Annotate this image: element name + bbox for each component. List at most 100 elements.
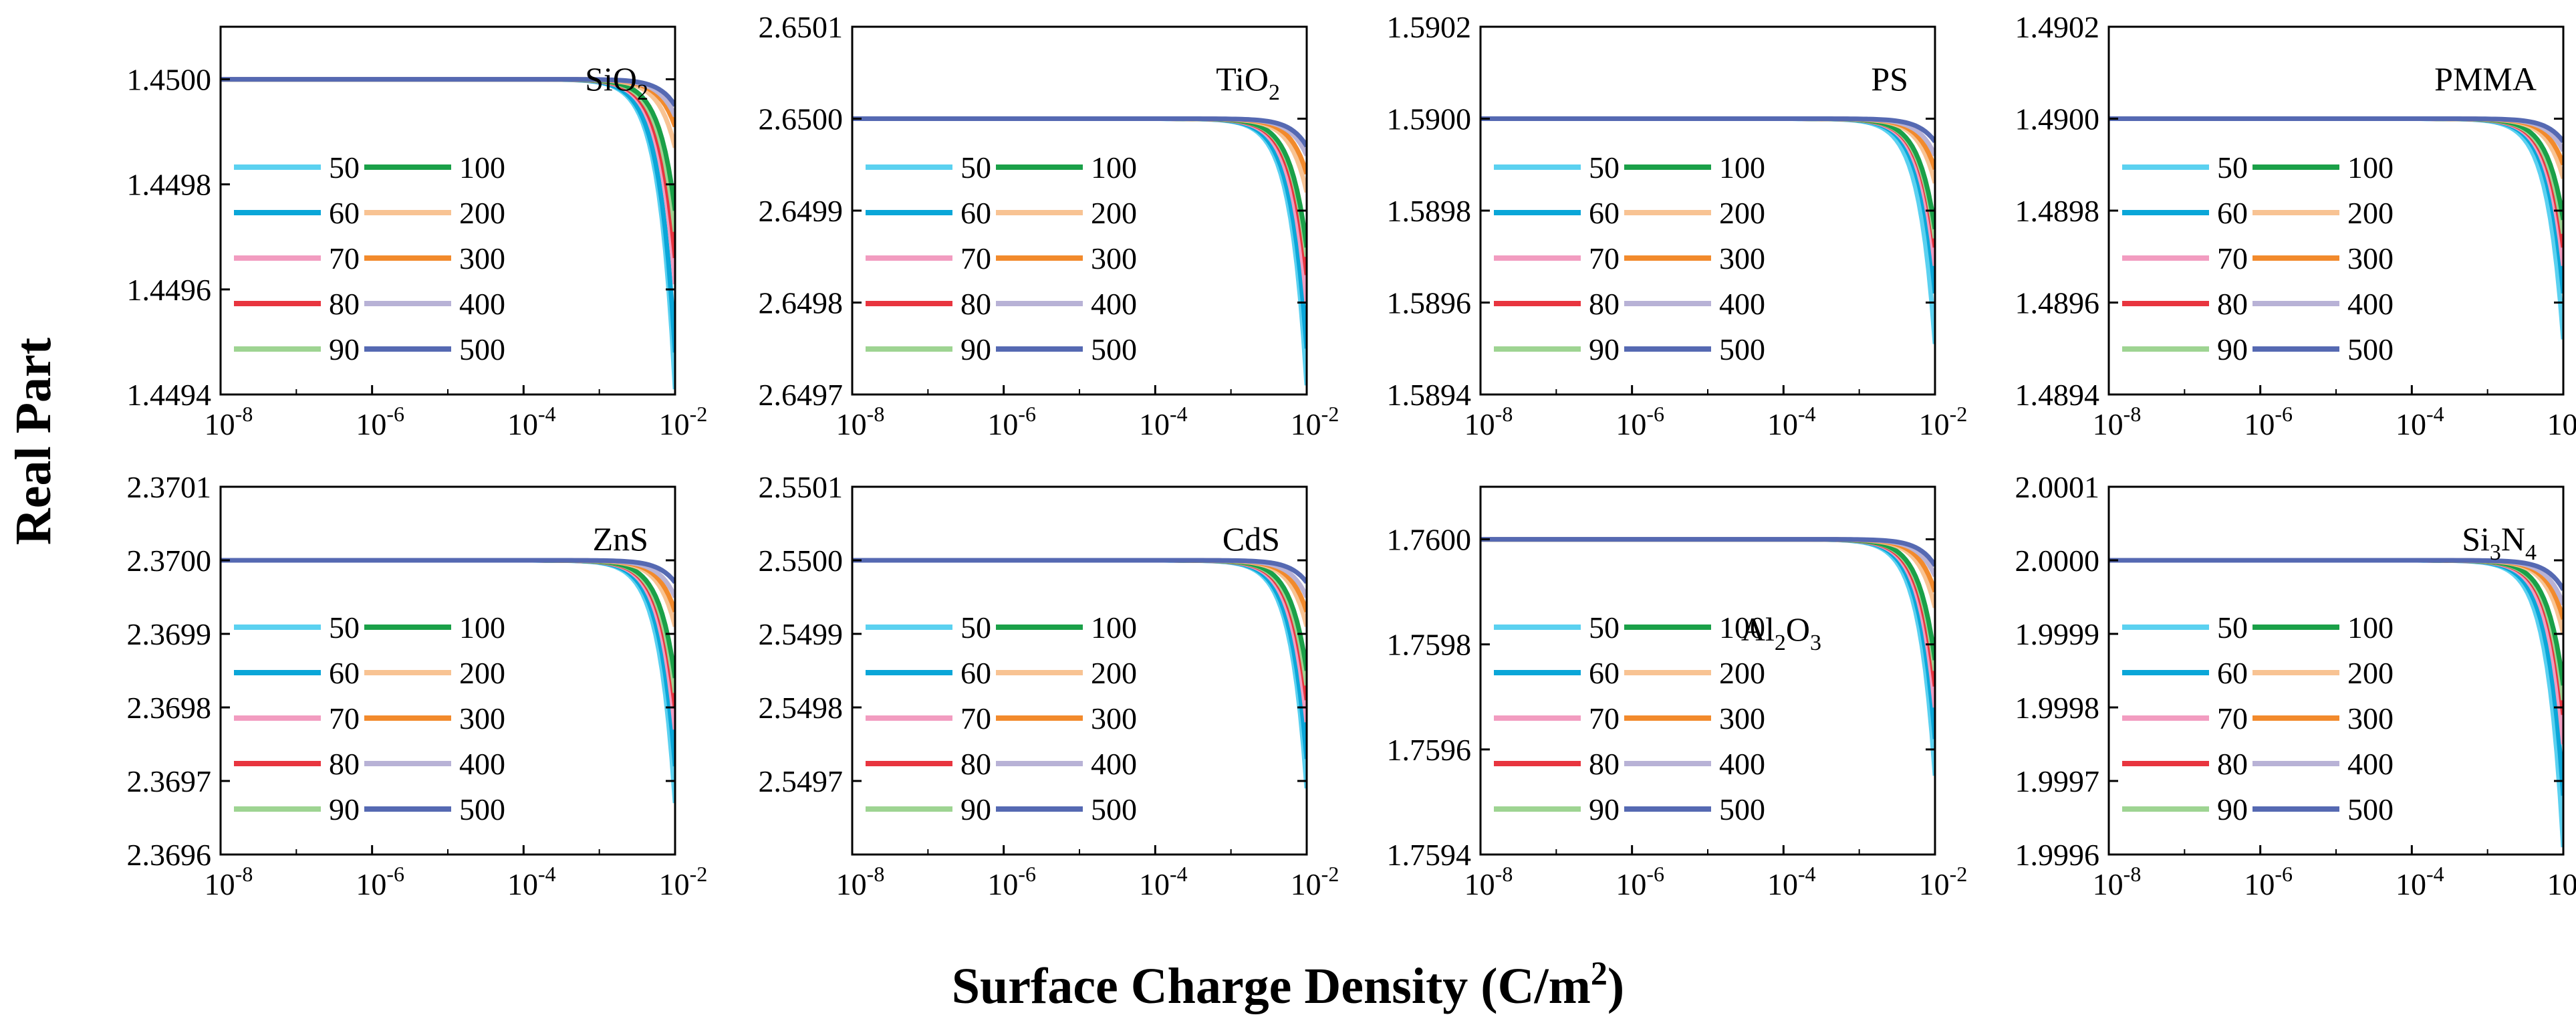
legend-label-70: 70 <box>1589 701 1620 735</box>
x-tick-base: 10 <box>1139 407 1170 441</box>
legend-label-400: 400 <box>459 287 505 321</box>
series-line-500 <box>2109 116 2563 144</box>
series-line-300 <box>1480 537 1935 593</box>
legend-label-80: 80 <box>1589 747 1620 781</box>
curves <box>852 116 1307 386</box>
y-tick-label: 1.4894 <box>2015 378 2100 412</box>
x-tick-base: 10 <box>1616 407 1646 441</box>
panel-title-main: ZnS <box>593 520 648 558</box>
legend-label-300: 300 <box>2347 241 2394 275</box>
curves <box>2109 558 2563 848</box>
legend-label-100: 100 <box>1719 610 1765 645</box>
legend-label-200: 200 <box>1719 656 1765 690</box>
y-tick-label: 1.7598 <box>1387 628 1472 662</box>
curves <box>1480 537 1935 776</box>
legend-label-300: 300 <box>1091 701 1137 735</box>
x-tick-base: 10 <box>1919 407 1950 441</box>
y-tick-label: 2.6501 <box>759 10 844 44</box>
y-tick-label: 2.0001 <box>2015 470 2100 504</box>
x-tick-exp: -6 <box>386 402 404 426</box>
y-tick-label: 2.3697 <box>127 764 212 798</box>
legend-label-100: 100 <box>1091 150 1137 185</box>
series-line-500 <box>1480 537 1935 567</box>
panel-title-main: TiO <box>1216 60 1269 98</box>
series-line-300 <box>2109 558 2563 620</box>
series-line-90 <box>852 116 1307 257</box>
x-tick-base: 10 <box>507 407 538 441</box>
legend-label-100: 100 <box>2347 610 2394 645</box>
legend-label-200: 200 <box>2347 196 2394 230</box>
y-tick-label: 1.9996 <box>2015 838 2100 872</box>
x-tick-label: 10-6 <box>987 402 1036 441</box>
legend-label-500: 500 <box>1719 792 1765 826</box>
legend-label-70: 70 <box>329 241 360 275</box>
series-line-50 <box>221 558 675 804</box>
y-tick-label: 1.5898 <box>1387 194 1472 228</box>
legend-label-80: 80 <box>2217 287 2248 321</box>
legend-label-70: 70 <box>329 701 360 735</box>
y-tick-label: 1.4900 <box>2015 102 2100 136</box>
series-line-100 <box>221 77 675 211</box>
legend-label-200: 200 <box>459 196 505 230</box>
series-line-300 <box>852 558 1307 613</box>
series-line-100 <box>1480 537 1935 661</box>
y-tick-label: 2.3696 <box>127 838 212 872</box>
x-tick-label: 10-6 <box>356 402 404 441</box>
legend-label-300: 300 <box>1719 701 1765 735</box>
y-tick-label: 2.6498 <box>759 286 844 320</box>
x-tick-label: 10-2 <box>1291 402 1339 441</box>
legend-label-400: 400 <box>459 747 505 781</box>
x-tick-base: 10 <box>987 407 1018 441</box>
x-tick-exp: -8 <box>867 402 885 426</box>
x-tick-exp: -4 <box>1170 862 1188 886</box>
legend-label-80: 80 <box>1589 287 1620 321</box>
x-tick-exp: -2 <box>1950 862 1968 886</box>
x-tick-base: 10 <box>1291 867 1321 901</box>
legend-label-50: 50 <box>2217 150 2248 185</box>
legend-label-80: 80 <box>960 747 991 781</box>
panel-title-sub2: 3 <box>1810 631 1821 655</box>
legend-label-300: 300 <box>2347 701 2394 735</box>
y-tick-label: 2.3700 <box>127 544 212 578</box>
series-line-500 <box>1480 116 1935 144</box>
series-line-70 <box>221 558 675 730</box>
legend-label-70: 70 <box>1589 241 1620 275</box>
panel-title-main: SiO <box>585 60 637 98</box>
series-line-80 <box>1480 537 1935 687</box>
x-tick-exp: -2 <box>690 862 708 886</box>
x-tick-base: 10 <box>205 867 235 901</box>
series-line-80 <box>852 558 1307 701</box>
legend-label-60: 60 <box>329 656 360 690</box>
series-line-50 <box>1480 116 1935 344</box>
legend-label-60: 60 <box>1589 196 1620 230</box>
legend-label-90: 90 <box>2217 332 2248 366</box>
legend-label-200: 200 <box>459 656 505 690</box>
x-tick-label: 10-4 <box>1767 862 1816 901</box>
x-tick-base: 10 <box>507 867 538 901</box>
legend-label-50: 50 <box>329 610 360 645</box>
series-line-90 <box>221 77 675 232</box>
x-tick-exp: -6 <box>1646 862 1664 886</box>
x-tick-exp: -4 <box>2426 862 2444 886</box>
x-tick-label: 10-2 <box>1291 862 1339 901</box>
x-tick-exp: -2 <box>690 402 708 426</box>
x-tick-base: 10 <box>836 867 867 901</box>
x-tick-base: 10 <box>1616 867 1646 901</box>
x-tick-base: 10 <box>1767 407 1798 441</box>
y-tick-label: 2.5497 <box>759 764 844 798</box>
x-tick-base: 10 <box>2244 867 2275 901</box>
panel-title-mid: N <box>2501 520 2525 558</box>
legend-label-400: 400 <box>1091 747 1137 781</box>
x-tick-base: 10 <box>356 407 386 441</box>
panel-title: SiO2 <box>585 60 648 105</box>
legend-label-90: 90 <box>1589 332 1620 366</box>
series-line-80 <box>2109 116 2563 248</box>
x-tick-exp: -8 <box>2123 862 2142 886</box>
x-tick-label: 10-8 <box>2093 402 2142 441</box>
y-tick-label: 1.4496 <box>127 273 212 307</box>
